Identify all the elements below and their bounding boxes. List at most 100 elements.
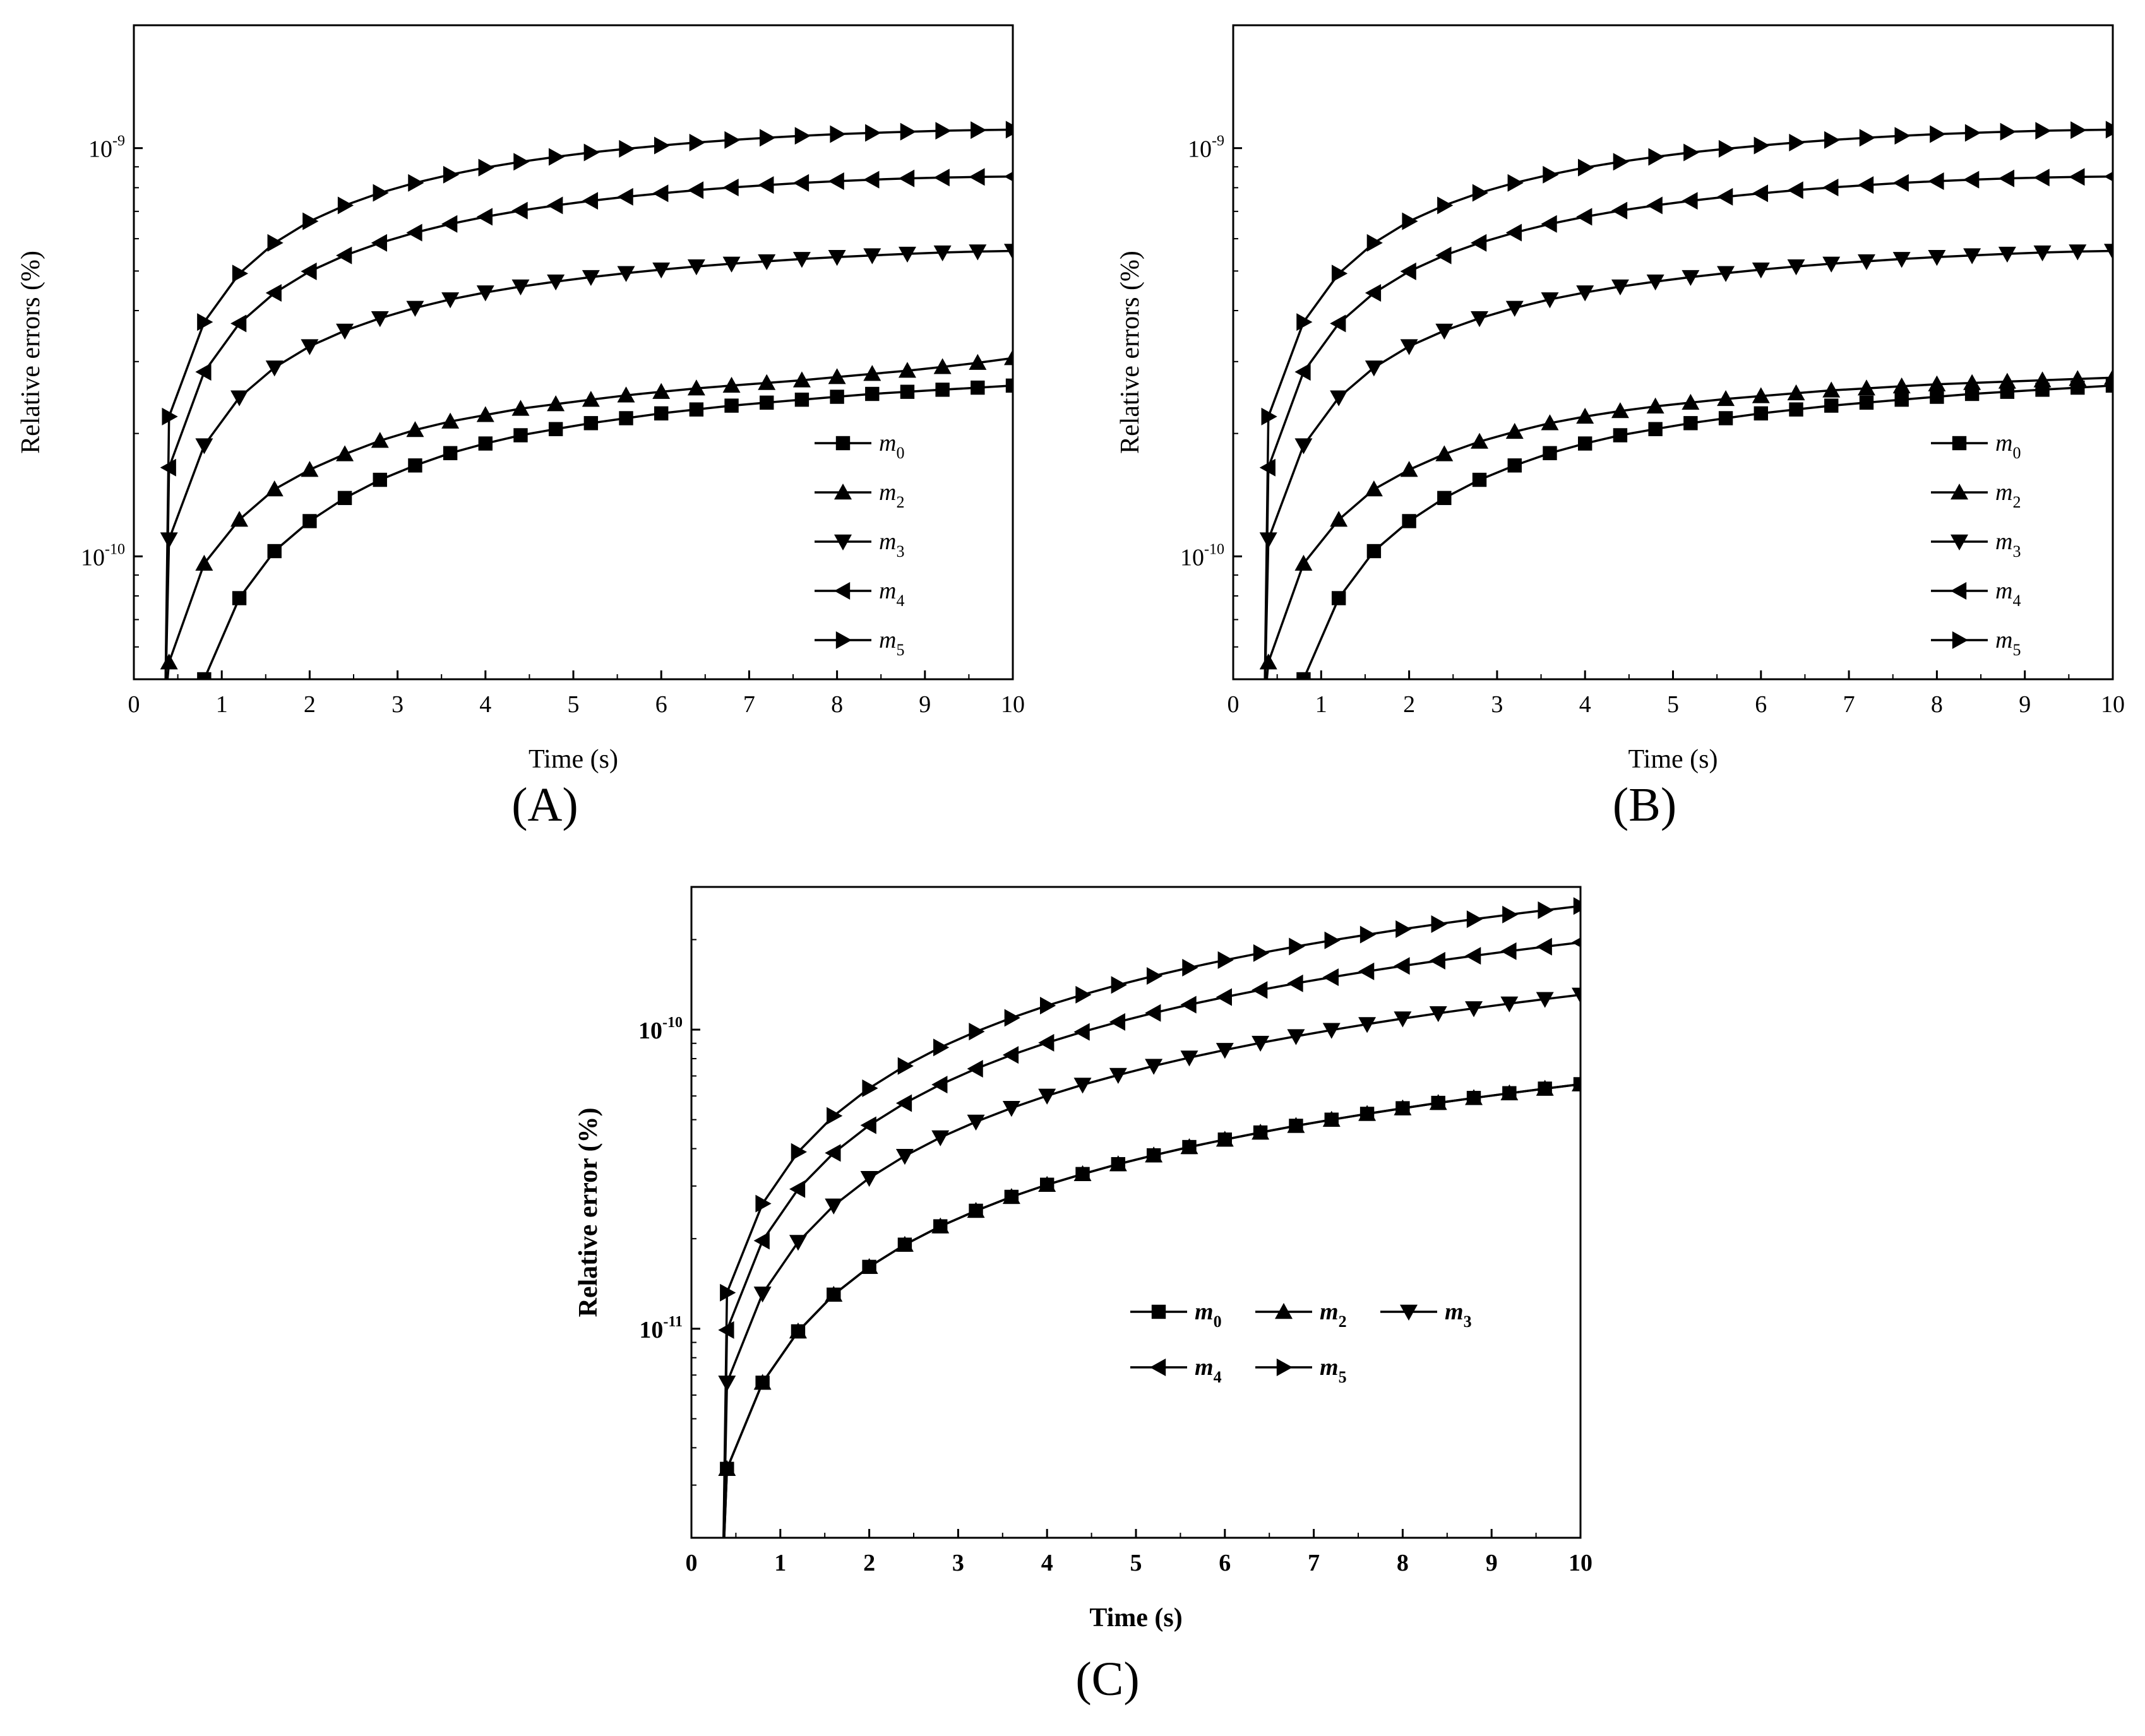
data-point-m5 xyxy=(302,212,319,230)
data-point-m2 xyxy=(1536,1079,1554,1096)
data-point-m4 xyxy=(967,1060,983,1078)
data-point-m3 xyxy=(1536,992,1554,1008)
data-point-m3 xyxy=(547,274,565,291)
data-point-m4 xyxy=(792,174,810,192)
data-point-m2 xyxy=(967,1201,985,1218)
data-point-m4 xyxy=(863,170,880,189)
data-point-m5 xyxy=(1402,212,1418,230)
data-point-m4 xyxy=(511,201,528,220)
y-tick-label: 10-11 xyxy=(639,1314,683,1343)
data-point-m0 xyxy=(1472,472,1487,487)
data-point-m0 xyxy=(865,386,880,401)
data-point-m5 xyxy=(1894,127,1911,145)
x-tick-label: 4 xyxy=(479,691,491,718)
legend-label-m2: m2 xyxy=(879,479,904,511)
data-point-m0 xyxy=(1754,406,1768,421)
data-point-m4 xyxy=(617,187,633,206)
data-point-m2 xyxy=(441,412,460,429)
data-point-m4 xyxy=(1752,184,1768,203)
x-tick-label: 10 xyxy=(2101,691,2125,718)
data-point-m0 xyxy=(583,416,599,431)
data-point-m4 xyxy=(1646,196,1663,215)
data-point-m3 xyxy=(160,532,178,549)
x-tick-label: 3 xyxy=(952,1550,964,1576)
data-point-m5 xyxy=(724,131,741,149)
data-point-m4 xyxy=(1429,951,1445,970)
data-point-m5 xyxy=(1613,153,1629,171)
data-point-m0 xyxy=(654,406,669,421)
data-point-m2 xyxy=(1646,397,1664,413)
data-point-m5 xyxy=(689,133,705,152)
data-point-m2 xyxy=(265,480,284,497)
data-point-m2 xyxy=(789,1322,807,1339)
series-m2 xyxy=(1259,369,2113,679)
data-point-m0 xyxy=(408,458,422,473)
data-point-m5 xyxy=(2000,122,2016,141)
data-point-m4 xyxy=(652,184,669,203)
data-point-m5 xyxy=(933,1038,950,1057)
legend-item-m2: m2 xyxy=(1931,479,2021,511)
data-point-m2 xyxy=(1358,1105,1377,1121)
data-point-m5 xyxy=(197,313,213,331)
data-point-m3 xyxy=(1429,1006,1447,1023)
data-point-m4 xyxy=(1928,172,1944,190)
data-point-m0 xyxy=(1331,591,1346,605)
series-line-m3 xyxy=(722,994,1580,1538)
x-tick-label: 7 xyxy=(1843,691,1855,718)
data-point-m5 xyxy=(1789,133,1805,152)
data-point-m3 xyxy=(789,1235,807,1251)
legend-item-m5: m5 xyxy=(815,627,904,659)
data-point-m5 xyxy=(1005,121,1013,139)
data-point-m4 xyxy=(969,168,985,186)
series-m3 xyxy=(160,244,1013,679)
data-point-m3 xyxy=(1998,246,2016,263)
data-point-m3 xyxy=(758,254,776,271)
data-point-m2 xyxy=(969,354,987,370)
legend-item-m4: m4 xyxy=(815,578,904,610)
data-point-m5 xyxy=(1253,944,1270,962)
data-point-m2 xyxy=(1365,480,1383,497)
data-point-m3 xyxy=(1572,987,1580,1004)
data-point-m2 xyxy=(336,445,354,461)
data-point-m4 xyxy=(1145,1004,1161,1022)
series-m2 xyxy=(160,349,1013,679)
x-tick-label: 4 xyxy=(1041,1550,1053,1576)
data-point-m0 xyxy=(443,446,458,461)
data-point-m4 xyxy=(1611,201,1628,220)
data-point-m4 xyxy=(301,262,317,280)
data-point-m3 xyxy=(722,256,741,273)
x-tick-label: 6 xyxy=(1755,691,1767,718)
data-point-m2 xyxy=(1572,1075,1580,1091)
legend-label-m3: m3 xyxy=(879,528,904,561)
data-point-m4 xyxy=(1435,246,1452,265)
data-point-m5 xyxy=(1366,234,1383,252)
legend-item-m0: m0 xyxy=(1931,430,2021,462)
x-tick-label: 5 xyxy=(1667,691,1679,718)
y-tick-label: 10-10 xyxy=(81,541,125,571)
data-point-m5 xyxy=(1040,997,1056,1015)
legend-marker-m2 xyxy=(1275,1303,1293,1319)
data-point-m0 xyxy=(971,380,985,395)
data-point-m4 xyxy=(582,192,599,210)
data-point-m3 xyxy=(898,246,916,263)
data-point-m2 xyxy=(1822,381,1841,398)
data-point-m2 xyxy=(1180,1138,1198,1155)
data-point-m5 xyxy=(619,140,635,158)
data-point-m5 xyxy=(827,1107,843,1125)
legend-label-m0: m0 xyxy=(1195,1299,1222,1331)
x-tick-label: 8 xyxy=(831,691,843,718)
legend-item-m0: m0 xyxy=(815,430,904,462)
data-point-m3 xyxy=(1646,274,1664,291)
y-tick-label: 10-9 xyxy=(1188,133,1224,163)
data-point-m2 xyxy=(1541,414,1559,431)
data-point-m5 xyxy=(1111,976,1127,994)
x-tick-label: 10 xyxy=(1568,1550,1592,1576)
data-point-m2 xyxy=(1073,1165,1092,1181)
series-line-m4 xyxy=(722,941,1580,1538)
data-point-m0 xyxy=(1859,395,1874,410)
series-line-m0 xyxy=(1302,384,2113,679)
data-point-m3 xyxy=(617,266,635,282)
data-point-m3 xyxy=(1787,259,1805,276)
data-point-m5 xyxy=(654,136,671,155)
data-point-m0 xyxy=(267,544,282,559)
